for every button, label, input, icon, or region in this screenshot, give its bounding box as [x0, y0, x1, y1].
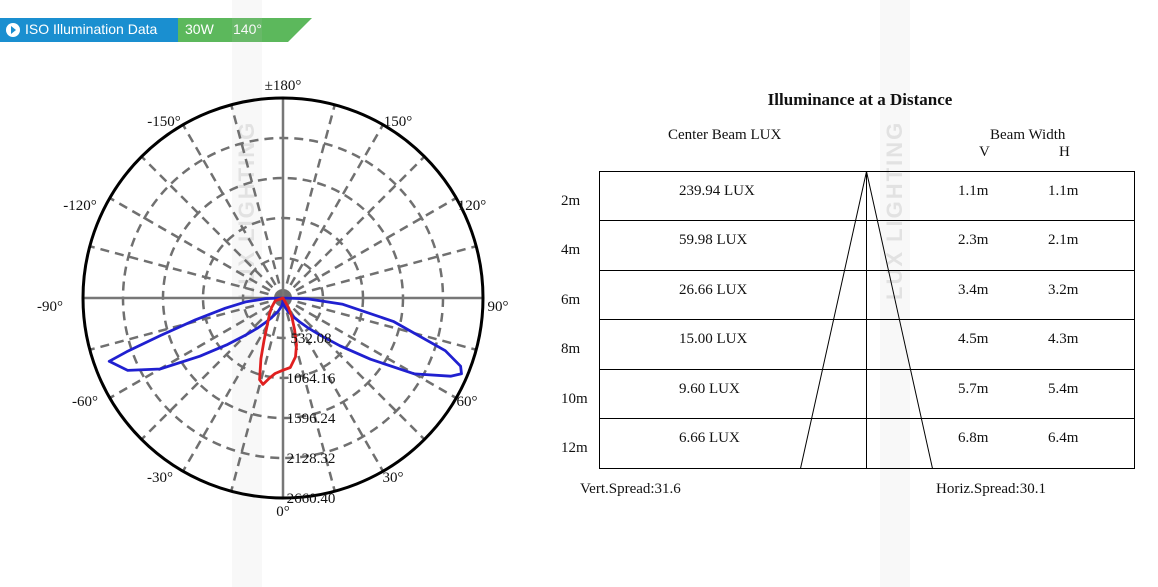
banner-angle: 140°	[233, 21, 262, 37]
h-header: H	[1059, 144, 1070, 160]
polar-series-curve-2	[258, 296, 298, 386]
polar-grid-spoke	[89, 296, 284, 351]
center-beam-lux: 239.94 LUX	[679, 183, 755, 199]
polar-grid-spoke	[281, 297, 336, 492]
polar-grid-spoke	[140, 155, 284, 299]
polar-grid-spoke	[282, 296, 457, 400]
polar-angle-label: 120°	[458, 198, 487, 214]
center-beam-lux: 26.66 LUX	[679, 282, 748, 298]
polar-radial-tick-label: 1064.16	[287, 371, 336, 387]
polar-radial-tick-label: 2660.40	[287, 491, 336, 507]
polar-angle-label: 30°	[383, 470, 404, 486]
distance-label: 10m	[561, 391, 588, 407]
polar-grid-spoke	[89, 245, 284, 300]
beam-width-h: 1.1m	[1048, 183, 1079, 199]
beam-width-header: Beam Width	[990, 127, 1066, 143]
polar-grid-spoke	[281, 124, 385, 299]
distance-label: 2m	[561, 193, 581, 209]
polar-angle-label: -60°	[72, 394, 98, 410]
watermark-strip-left: LUX LIGHTING	[232, 0, 262, 587]
polar-grid-spoke	[140, 297, 284, 441]
banner-title: ISO Illumination Data	[25, 21, 158, 37]
polar-angle-label: -90°	[37, 299, 63, 315]
beam-width-v: 2.3m	[958, 232, 989, 248]
vert-spread: Vert.Spread:31.6	[580, 481, 681, 497]
beam-width-v: 6.8m	[958, 430, 989, 446]
polar-grid-spoke	[230, 104, 285, 299]
play-circle-icon	[6, 23, 20, 37]
polar-series-curve-1	[107, 296, 463, 378]
polar-grid-spoke	[282, 196, 457, 300]
polar-grid-spoke	[230, 297, 285, 492]
center-beam-lux: 6.66 LUX	[679, 430, 740, 446]
distance-label: 6m	[561, 292, 581, 308]
table-title: Illuminance at a Distance	[767, 90, 953, 109]
polar-angle-label: -120°	[63, 198, 97, 214]
polar-grid-spoke	[109, 296, 284, 400]
banner-wattage: 30W	[185, 21, 214, 37]
beam-width-v: 4.5m	[958, 331, 989, 347]
polar-grid-spoke	[282, 297, 426, 441]
header-banner: ISO Illumination Data 30W 140°	[0, 18, 312, 42]
polar-angle-label: 90°	[488, 299, 509, 315]
horiz-spread: Horiz.Spread:30.1	[936, 481, 1046, 497]
distance-label: 8m	[561, 341, 581, 357]
banner-background	[0, 18, 312, 42]
center-beam-lux: 59.98 LUX	[679, 232, 748, 248]
beam-width-h: 6.4m	[1048, 430, 1079, 446]
polar-angle-label: -30°	[147, 470, 173, 486]
center-beam-lux: 9.60 LUX	[679, 381, 740, 397]
polar-radial-tick-label: 1596.24	[287, 411, 336, 427]
polar-illumination-chart: ±180° -150° 150° -120° 120° -90° 90° -60° 60° -30…	[37, 78, 509, 520]
polar-grid-spoke	[282, 155, 426, 299]
polar-angle-label: ±180°	[265, 78, 302, 94]
polar-radial-tick-label: 2128.32	[287, 451, 336, 467]
beam-width-v: 5.7m	[958, 381, 989, 397]
beam-width-h: 2.1m	[1048, 232, 1079, 248]
polar-grid-spoke	[109, 196, 284, 300]
beam-width-h: 3.2m	[1048, 282, 1079, 298]
beam-width-h: 5.4m	[1048, 381, 1079, 397]
polar-angle-label: -150°	[147, 114, 181, 130]
center-beam-header: Center Beam LUX	[668, 127, 782, 143]
polar-grid-spoke	[181, 124, 285, 299]
polar-outer-circle	[81, 96, 485, 500]
polar-grid-spoke	[281, 297, 385, 472]
polar-grid-spoke	[282, 245, 477, 300]
watermark-strip-right: LUX LIGHTING	[880, 0, 910, 587]
polar-grid-spoke	[282, 296, 477, 351]
polar-angle-label: 150°	[384, 114, 413, 130]
beam-width-v: 1.1m	[958, 183, 989, 199]
polar-radial-tick-label: 532.08	[290, 331, 331, 347]
beam-width-h: 4.3m	[1048, 331, 1079, 347]
polar-angle-label: 60°	[457, 394, 478, 410]
polar-angle-label: 0°	[276, 504, 290, 520]
polar-grid-spoke	[281, 104, 336, 299]
distance-label: 4m	[561, 242, 581, 258]
beam-width-v: 3.4m	[958, 282, 989, 298]
v-header: V	[979, 144, 990, 160]
center-beam-lux: 15.00 LUX	[679, 331, 748, 347]
distance-label: 12m	[561, 440, 588, 456]
